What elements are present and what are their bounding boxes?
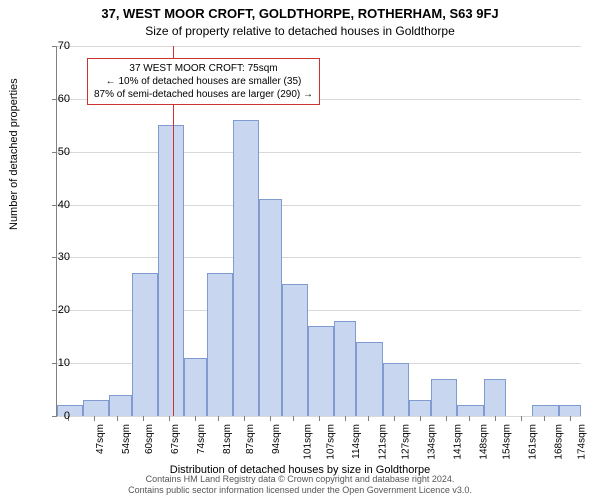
xtick-label: 101sqm bbox=[303, 424, 314, 460]
histogram-bar bbox=[132, 273, 158, 416]
histogram-bar bbox=[308, 326, 334, 416]
histogram-bar bbox=[383, 363, 409, 416]
histogram-bar bbox=[207, 273, 233, 416]
grid-line bbox=[57, 205, 581, 206]
xtick-mark bbox=[94, 416, 95, 421]
histogram-bar bbox=[484, 379, 506, 416]
ytick-label: 20 bbox=[30, 304, 70, 316]
xtick-mark bbox=[117, 416, 118, 421]
xtick-mark bbox=[345, 416, 346, 421]
xtick-mark bbox=[319, 416, 320, 421]
xtick-label: 60sqm bbox=[144, 424, 155, 454]
histogram-bar bbox=[158, 125, 184, 416]
xtick-label: 67sqm bbox=[170, 424, 181, 454]
xtick-label: 127sqm bbox=[400, 424, 411, 460]
xtick-label: 161sqm bbox=[527, 424, 538, 460]
annotation-box: 37 WEST MOOR CROFT: 75sqm← 10% of detach… bbox=[87, 58, 320, 105]
annotation-line3: 87% of semi-detached houses are larger (… bbox=[94, 88, 313, 101]
ytick-label: 0 bbox=[30, 410, 70, 422]
xtick-label: 81sqm bbox=[223, 424, 234, 454]
xtick-label: 154sqm bbox=[501, 424, 512, 460]
xtick-mark bbox=[218, 416, 219, 421]
histogram-bar bbox=[282, 284, 308, 416]
xtick-mark bbox=[368, 416, 369, 421]
histogram-bar bbox=[431, 379, 457, 416]
grid-line bbox=[57, 152, 581, 153]
histogram-bar bbox=[233, 120, 259, 416]
annotation-line2: ← 10% of detached houses are smaller (35… bbox=[94, 75, 313, 88]
histogram-bar bbox=[559, 405, 581, 416]
ytick-label: 50 bbox=[30, 146, 70, 158]
histogram-bar bbox=[532, 405, 558, 416]
histogram-bar bbox=[83, 400, 109, 416]
histogram-bar bbox=[184, 358, 206, 416]
xtick-label: 134sqm bbox=[426, 424, 437, 460]
chart-title-sub: Size of property relative to detached ho… bbox=[0, 24, 600, 38]
footer-attribution: Contains HM Land Registry data © Crown c… bbox=[0, 474, 600, 496]
plot-area: 37 WEST MOOR CROFT: 75sqm← 10% of detach… bbox=[56, 46, 581, 417]
xtick-mark bbox=[469, 416, 470, 421]
xtick-mark bbox=[521, 416, 522, 421]
xtick-mark bbox=[270, 416, 271, 421]
xtick-label: 168sqm bbox=[554, 424, 565, 460]
xtick-label: 54sqm bbox=[121, 424, 132, 454]
xtick-label: 121sqm bbox=[378, 424, 389, 460]
xtick-label: 148sqm bbox=[479, 424, 490, 460]
annotation-line1: 37 WEST MOOR CROFT: 75sqm bbox=[94, 62, 313, 75]
ytick-label: 10 bbox=[30, 357, 70, 369]
xtick-mark bbox=[143, 416, 144, 421]
xtick-mark bbox=[394, 416, 395, 421]
ytick-label: 30 bbox=[30, 251, 70, 263]
xtick-mark bbox=[544, 416, 545, 421]
histogram-bar bbox=[109, 395, 131, 416]
ytick-label: 40 bbox=[30, 199, 70, 211]
xtick-label: 74sqm bbox=[196, 424, 207, 454]
footer-line1: Contains HM Land Registry data © Crown c… bbox=[0, 474, 600, 485]
histogram-bar bbox=[457, 405, 483, 416]
y-axis-label: Number of detached properties bbox=[8, 78, 20, 230]
xtick-mark bbox=[169, 416, 170, 421]
histogram-bar bbox=[409, 400, 431, 416]
histogram-bar bbox=[259, 199, 281, 416]
chart-title-main: 37, WEST MOOR CROFT, GOLDTHORPE, ROTHERH… bbox=[0, 6, 600, 21]
ytick-label: 70 bbox=[30, 40, 70, 52]
xtick-mark bbox=[420, 416, 421, 421]
histogram-bar bbox=[334, 321, 356, 416]
xtick-mark bbox=[293, 416, 294, 421]
xtick-label: 107sqm bbox=[325, 424, 336, 460]
xtick-label: 94sqm bbox=[271, 424, 282, 454]
grid-line bbox=[57, 46, 581, 47]
ytick-label: 60 bbox=[30, 93, 70, 105]
footer-line2: Contains public sector information licen… bbox=[0, 485, 600, 496]
xtick-label: 114sqm bbox=[351, 424, 362, 459]
histogram-bar bbox=[356, 342, 382, 416]
xtick-mark bbox=[570, 416, 571, 421]
xtick-label: 47sqm bbox=[95, 424, 106, 454]
xtick-mark bbox=[446, 416, 447, 421]
chart-container: 37, WEST MOOR CROFT, GOLDTHORPE, ROTHERH… bbox=[0, 0, 600, 500]
xtick-label: 87sqm bbox=[245, 424, 256, 454]
xtick-mark bbox=[244, 416, 245, 421]
xtick-mark bbox=[195, 416, 196, 421]
grid-line bbox=[57, 257, 581, 258]
xtick-label: 174sqm bbox=[576, 424, 587, 460]
xtick-mark bbox=[495, 416, 496, 421]
xtick-label: 141sqm bbox=[453, 424, 464, 460]
